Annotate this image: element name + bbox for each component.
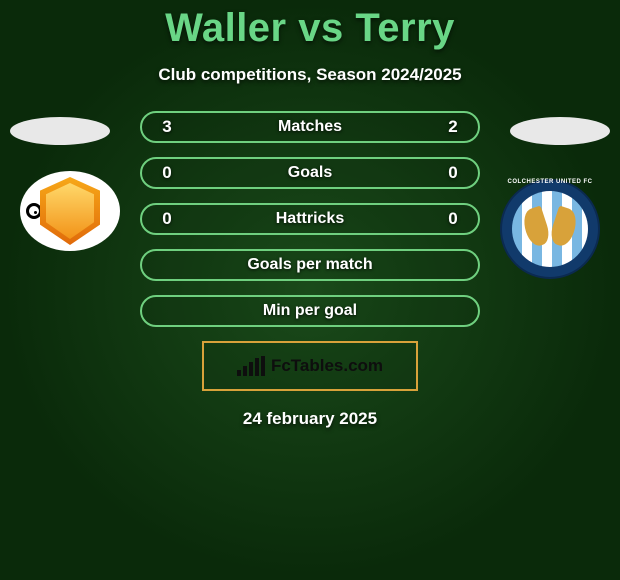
crest-right-inner [512, 191, 588, 267]
stat-matches-right: 2 [438, 117, 468, 137]
stat-matches-left: 3 [152, 117, 182, 137]
subtitle: Club competitions, Season 2024/2025 [0, 65, 620, 85]
player-right-placeholder [510, 117, 610, 145]
stat-hattricks-label: Hattricks [182, 210, 438, 228]
stat-gpm-label: Goals per match [247, 256, 372, 274]
stats-area: COLCHESTER UNITED FC 3 Matches 2 0 Goals… [0, 111, 620, 429]
stat-matches-label: Matches [182, 118, 438, 136]
club-crest-left [20, 171, 120, 251]
stat-row-mpg: Min per goal [140, 295, 480, 327]
stat-row-gpm: Goals per match [140, 249, 480, 281]
shield-icon [40, 177, 100, 245]
date-label: 24 february 2025 [0, 409, 620, 429]
stat-hattricks-left: 0 [152, 209, 182, 229]
stat-goals-label: Goals [182, 164, 438, 182]
player-left-placeholder [10, 117, 110, 145]
bar-chart-icon [237, 356, 265, 376]
stat-goals-left: 0 [152, 163, 182, 183]
stat-row-matches: 3 Matches 2 [140, 111, 480, 143]
fctables-watermark[interactable]: FcTables.com [202, 341, 418, 391]
club-crest-right: COLCHESTER UNITED FC [500, 179, 600, 279]
eagle-icon [525, 204, 575, 254]
fctables-label: FcTables.com [271, 356, 383, 376]
crest-left-o-icon [26, 203, 42, 219]
stat-goals-right: 0 [438, 163, 468, 183]
stat-row-goals: 0 Goals 0 [140, 157, 480, 189]
crest-right-ringtext: COLCHESTER UNITED FC [502, 179, 598, 185]
page-title: Waller vs Terry [0, 0, 620, 51]
stat-hattricks-right: 0 [438, 209, 468, 229]
stat-row-hattricks: 0 Hattricks 0 [140, 203, 480, 235]
stat-mpg-label: Min per goal [263, 302, 357, 320]
